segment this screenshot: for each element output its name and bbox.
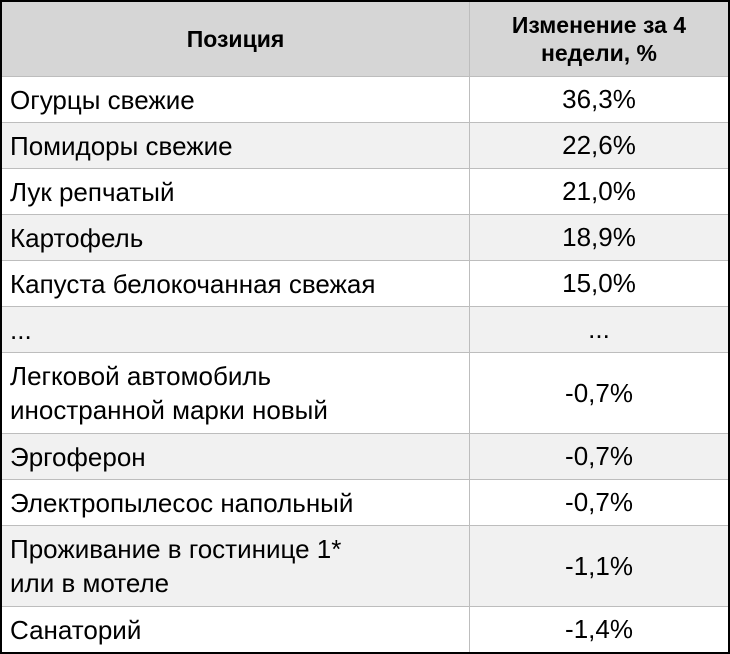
row-item: Эргоферон <box>2 434 470 479</box>
table-row: Электропылесос напольный -0,7% <box>2 480 728 526</box>
row-item: Картофель <box>2 215 470 260</box>
row-change: 15,0% <box>562 268 636 298</box>
row-item: Капуста белокочанная свежая <box>2 261 470 306</box>
row-item: Легковой автомобиль иностранной марки но… <box>2 353 470 433</box>
header-change-line2: недели, % <box>540 40 658 66</box>
table-row: ... ... <box>2 307 728 353</box>
table-row: Санаторий -1,4% <box>2 607 728 652</box>
row-change: -0,7% <box>565 377 633 408</box>
table-row: Помидоры свежие 22,6% <box>2 123 728 169</box>
table-row: Картофель 18,9% <box>2 215 728 261</box>
table-row: Эргоферон -0,7% <box>2 434 728 480</box>
table-row: Огурцы свежие 36,3% <box>2 77 728 123</box>
row-change: -1,1% <box>565 550 633 581</box>
row-item-line2: иностранной марки новый <box>10 395 328 425</box>
row-change: -0,7% <box>565 487 633 517</box>
row-item-line2: или в мотеле <box>10 568 170 598</box>
row-change: -1,4% <box>565 614 633 644</box>
header-change-line1: Изменение за 4 <box>511 12 687 38</box>
row-item: Электропылесос напольный <box>2 480 470 525</box>
header-position: Позиция <box>2 2 470 76</box>
row-change: 22,6% <box>562 130 636 160</box>
table-header: Позиция Изменение за 4 недели, % <box>2 2 728 77</box>
row-item: Санаторий <box>2 607 470 652</box>
row-change: 36,3% <box>562 84 636 114</box>
table-row: Легковой автомобиль иностранной марки но… <box>2 353 728 434</box>
row-item: Проживание в гостинице 1* или в мотеле <box>2 526 470 606</box>
row-item-line1: Легковой автомобиль <box>10 361 272 391</box>
row-item: Лук репчатый <box>2 169 470 214</box>
row-item: ... <box>2 307 470 352</box>
row-change: ... <box>588 314 610 344</box>
row-item: Огурцы свежие <box>2 77 470 122</box>
table-row: Капуста белокочанная свежая 15,0% <box>2 261 728 307</box>
header-change: Изменение за 4 недели, % <box>470 2 728 76</box>
table-row: Проживание в гостинице 1* или в мотеле -… <box>2 526 728 607</box>
row-change: -0,7% <box>565 441 633 471</box>
row-item-line1: Проживание в гостинице 1* <box>10 534 342 564</box>
row-change: 18,9% <box>562 222 636 252</box>
row-item: Помидоры свежие <box>2 123 470 168</box>
table-row: Лук репчатый 21,0% <box>2 169 728 215</box>
row-change: 21,0% <box>562 176 636 206</box>
